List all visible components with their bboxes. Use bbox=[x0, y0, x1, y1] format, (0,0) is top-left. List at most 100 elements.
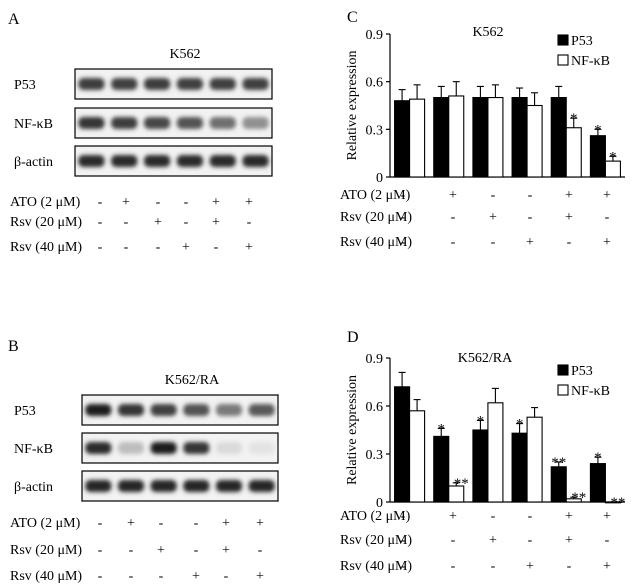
chart-d-sig-0-1: * bbox=[438, 421, 446, 437]
chart-d-legend-swatch-1 bbox=[557, 384, 569, 396]
blot-label-a-2: β-actin bbox=[14, 155, 53, 170]
blot-box-a-2 bbox=[74, 145, 273, 177]
b-treatment-sign-1-3: - bbox=[194, 543, 199, 558]
c-treatment-sign-2-2: - bbox=[491, 235, 496, 250]
a-treatment-sign-2-1: - bbox=[124, 240, 129, 255]
band-a-0-4 bbox=[209, 78, 236, 90]
band-a-2-5 bbox=[242, 155, 269, 167]
band-b-2-1 bbox=[117, 480, 145, 492]
c-treatment-sign-2-5: + bbox=[603, 235, 611, 250]
d-treatment-sign-1-1: - bbox=[451, 533, 456, 548]
a-treatment-sign-0-0: - bbox=[98, 195, 103, 210]
c-treatment-sign-0-4: + bbox=[565, 188, 573, 203]
chart-c-ytick-label-2: 0.6 bbox=[366, 76, 384, 91]
d-treatment-sign-2-1: - bbox=[451, 559, 456, 574]
chart-d-ytick-label-1: 0.3 bbox=[366, 448, 384, 463]
chart-c-ytick-label-1: 0.3 bbox=[366, 123, 384, 138]
b-treatment-sign-2-1: - bbox=[129, 569, 134, 584]
band-b-0-2 bbox=[150, 404, 177, 416]
d-treatment-label-1: Rsv (20 μM) bbox=[340, 533, 412, 548]
chart-d-bar-1-5 bbox=[604, 501, 621, 504]
chart-d-bar-0-5 bbox=[589, 463, 606, 503]
d-treatment-sign-0-5: + bbox=[603, 509, 611, 524]
a-treatment-sign-2-3: + bbox=[182, 240, 190, 255]
chart-c-title: K562 bbox=[472, 25, 503, 40]
c-treatment-sign-0-5: + bbox=[603, 188, 611, 203]
b-treatment-sign-1-0: - bbox=[98, 543, 103, 558]
chart-d-ytick-label-2: 0.6 bbox=[366, 400, 384, 415]
c-treatment-sign-0-1: + bbox=[449, 188, 457, 203]
d-treatment-sign-2-0: - bbox=[401, 559, 406, 574]
band-a-0-5 bbox=[242, 78, 269, 90]
c-treatment-sign-0-3: - bbox=[528, 188, 533, 203]
b-treatment-sign-2-5: + bbox=[256, 569, 264, 584]
chart-c-letter: C bbox=[347, 9, 358, 26]
a-treatment-sign-0-2: - bbox=[156, 195, 161, 210]
b-treatment-label-2: Rsv (40 μM) bbox=[10, 569, 82, 584]
blot-title-b: K562/RA bbox=[165, 373, 220, 388]
chart-c-legend-swatch-0 bbox=[557, 34, 569, 46]
d-treatment-sign-2-3: + bbox=[526, 559, 534, 574]
c-treatment-sign-2-3: + bbox=[526, 235, 534, 250]
b-treatment-sign-1-2: + bbox=[157, 543, 165, 558]
panel-letter-b: B bbox=[8, 338, 19, 355]
band-a-0-2 bbox=[143, 78, 171, 90]
a-treatment-sign-2-5: + bbox=[245, 240, 253, 255]
band-b-2-0 bbox=[85, 480, 112, 492]
chart-d-bar-0-0 bbox=[394, 386, 411, 503]
chart-c-legend-swatch-1 bbox=[557, 54, 569, 66]
band-a-2-0 bbox=[78, 155, 105, 167]
band-b-1-3 bbox=[183, 442, 210, 454]
d-treatment-sign-0-2: - bbox=[491, 509, 496, 524]
c-treatment-sign-1-2: + bbox=[489, 210, 497, 225]
chart-d-ytick-label-0: 0 bbox=[376, 496, 383, 511]
blot-label-b-2: β-actin bbox=[14, 480, 53, 495]
band-b-0-4 bbox=[215, 404, 243, 416]
d-treatment-sign-2-2: - bbox=[491, 559, 496, 574]
chart-c-ytick-label-0: 0 bbox=[376, 171, 383, 186]
blot-label-b-0: P53 bbox=[14, 404, 36, 419]
b-treatment-label-1: Rsv (20 μM) bbox=[10, 543, 82, 558]
d-treatment-sign-1-2: + bbox=[489, 533, 497, 548]
chart-c-sig-1-4: * bbox=[570, 111, 578, 127]
band-a-2-3 bbox=[176, 155, 204, 167]
chart-d-letter: D bbox=[347, 329, 359, 346]
b-treatment-sign-2-0: - bbox=[98, 569, 103, 584]
band-b-2-5 bbox=[248, 480, 275, 492]
c-treatment-label-0: ATO (2 μM) bbox=[340, 188, 411, 203]
chart-c-legend-label-0: P53 bbox=[571, 34, 593, 49]
chart-c-bar-0-4 bbox=[550, 97, 567, 178]
chart-c-bar-0-0 bbox=[394, 100, 411, 178]
chart-d-sig-1-4: ** bbox=[571, 490, 586, 506]
chart-d-legend-label-1: NF-κB bbox=[571, 384, 610, 399]
band-b-0-0 bbox=[85, 404, 112, 416]
chart-d-ytick-label-3: 0.9 bbox=[366, 352, 384, 367]
a-treatment-label-2: Rsv (40 μM) bbox=[10, 240, 82, 255]
a-treatment-sign-0-5: + bbox=[245, 195, 253, 210]
blot-label-b-1: NF-κB bbox=[14, 442, 53, 457]
blot-box-b-0 bbox=[81, 394, 279, 426]
blot-box-a-1 bbox=[74, 107, 273, 139]
a-treatment-sign-0-3: - bbox=[184, 195, 189, 210]
d-treatment-sign-1-3: - bbox=[528, 533, 533, 548]
blot-box-b-1 bbox=[81, 432, 279, 464]
band-a-1-5 bbox=[242, 117, 269, 129]
d-treatment-sign-2-4: - bbox=[567, 559, 572, 574]
band-a-1-2 bbox=[143, 117, 171, 129]
band-b-2-3 bbox=[183, 480, 210, 492]
band-a-2-1 bbox=[111, 155, 138, 167]
band-a-0-0 bbox=[78, 78, 105, 90]
a-treatment-sign-1-1: - bbox=[124, 215, 129, 230]
a-treatment-sign-2-2: - bbox=[156, 240, 161, 255]
b-treatment-sign-2-3: + bbox=[192, 569, 200, 584]
blot-box-a-0 bbox=[74, 68, 273, 100]
chart-c-bar-0-5 bbox=[589, 135, 606, 178]
d-treatment-sign-0-3: - bbox=[528, 509, 533, 524]
chart-d-bar-1-3 bbox=[526, 416, 543, 503]
chart-d-sig-0-5: * bbox=[594, 450, 602, 466]
a-treatment-label-1: Rsv (20 μM) bbox=[10, 215, 82, 230]
c-treatment-label-2: Rsv (40 μM) bbox=[340, 235, 412, 250]
chart-c-bar-0-1 bbox=[433, 97, 450, 178]
chart-c-bar-1-2 bbox=[487, 97, 504, 178]
